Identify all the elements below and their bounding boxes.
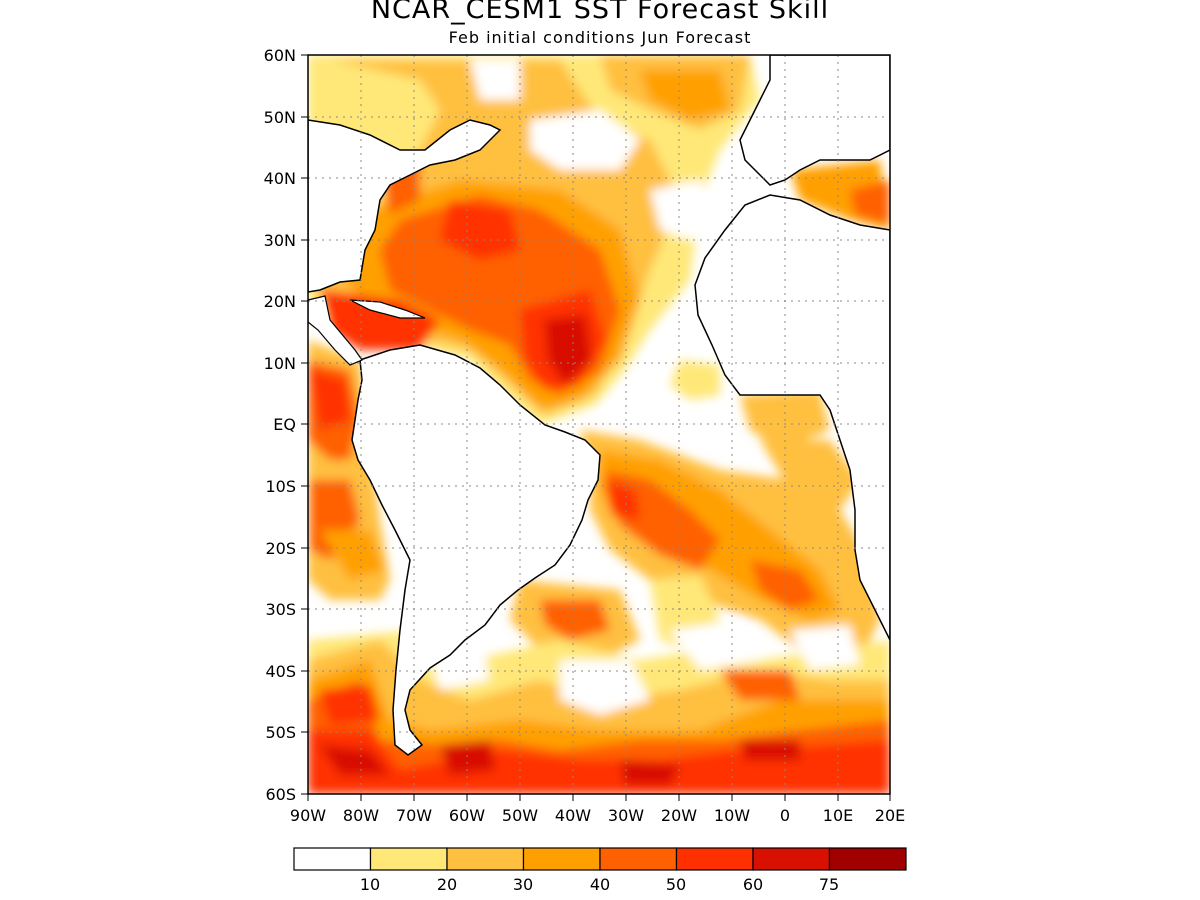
lon-label: 40W [555, 806, 591, 825]
lon-label: 50W [502, 806, 538, 825]
skill-field [308, 55, 890, 794]
lon-labels: 90W 80W 70W 60W 50W 40W 30W 20W 10W 0 10… [290, 806, 905, 825]
lon-label: 10W [714, 806, 750, 825]
lon-label: 80W [343, 806, 379, 825]
legend-label: 75 [819, 875, 839, 894]
lat-label: 30N [264, 231, 296, 250]
lon-label: 60W [449, 806, 485, 825]
lat-label: 30S [265, 600, 296, 619]
legend-label: 60 [743, 875, 763, 894]
legend-swatch-0 [293, 847, 372, 871]
lon-label: 20E [875, 806, 905, 825]
legend-label: 20 [437, 875, 457, 894]
lat-label: 20S [265, 539, 296, 558]
lat-label: 50N [264, 108, 296, 127]
legend-swatch-1 [369, 847, 448, 871]
legend-label: 10 [360, 875, 380, 894]
lat-label: EQ [273, 415, 296, 434]
land-cuba [349, 299, 426, 319]
lon-label: 90W [290, 806, 326, 825]
legend-swatch-4 [599, 847, 678, 871]
lat-label: 60S [265, 785, 296, 804]
lon-label: 30W [608, 806, 644, 825]
legend-label: 40 [590, 875, 610, 894]
land-north-america [308, 119, 502, 293]
lon-label: 20W [661, 806, 697, 825]
lat-label: 10N [264, 354, 296, 373]
lat-labels: 60N 50N 40N 30N 20N 10N EQ 10S 20S 30S 4… [264, 46, 296, 804]
color-legend: 10 20 30 40 50 60 75 [293, 847, 907, 894]
map-title: NCAR_CESM1 SST Forecast Skill [370, 0, 830, 25]
lon-label: 70W [396, 806, 432, 825]
legend-label: 50 [666, 875, 686, 894]
land-africa [694, 194, 890, 641]
land-central-america [308, 295, 363, 366]
legend-label: 30 [513, 875, 533, 894]
legend-swatch-7 [828, 847, 907, 871]
lat-label: 10S [265, 477, 296, 496]
lon-label: 10E [823, 806, 853, 825]
lon-label: 0 [780, 806, 790, 825]
lat-label: 20N [264, 292, 296, 311]
lat-label: 40S [265, 662, 296, 681]
legend-swatch-6 [752, 847, 831, 871]
map-subtitle: Feb initial conditions Jun Forecast [448, 28, 752, 47]
lat-label: 40N [264, 169, 296, 188]
tick-marks [301, 54, 891, 801]
lat-label: 50S [265, 723, 296, 742]
legend-swatch-5 [675, 847, 754, 871]
land-europe [739, 55, 890, 186]
lat-label: 60N [264, 46, 296, 65]
legend-swatch-2 [446, 847, 525, 871]
legend-swatch-3 [522, 847, 601, 871]
grid-lines [308, 55, 890, 794]
